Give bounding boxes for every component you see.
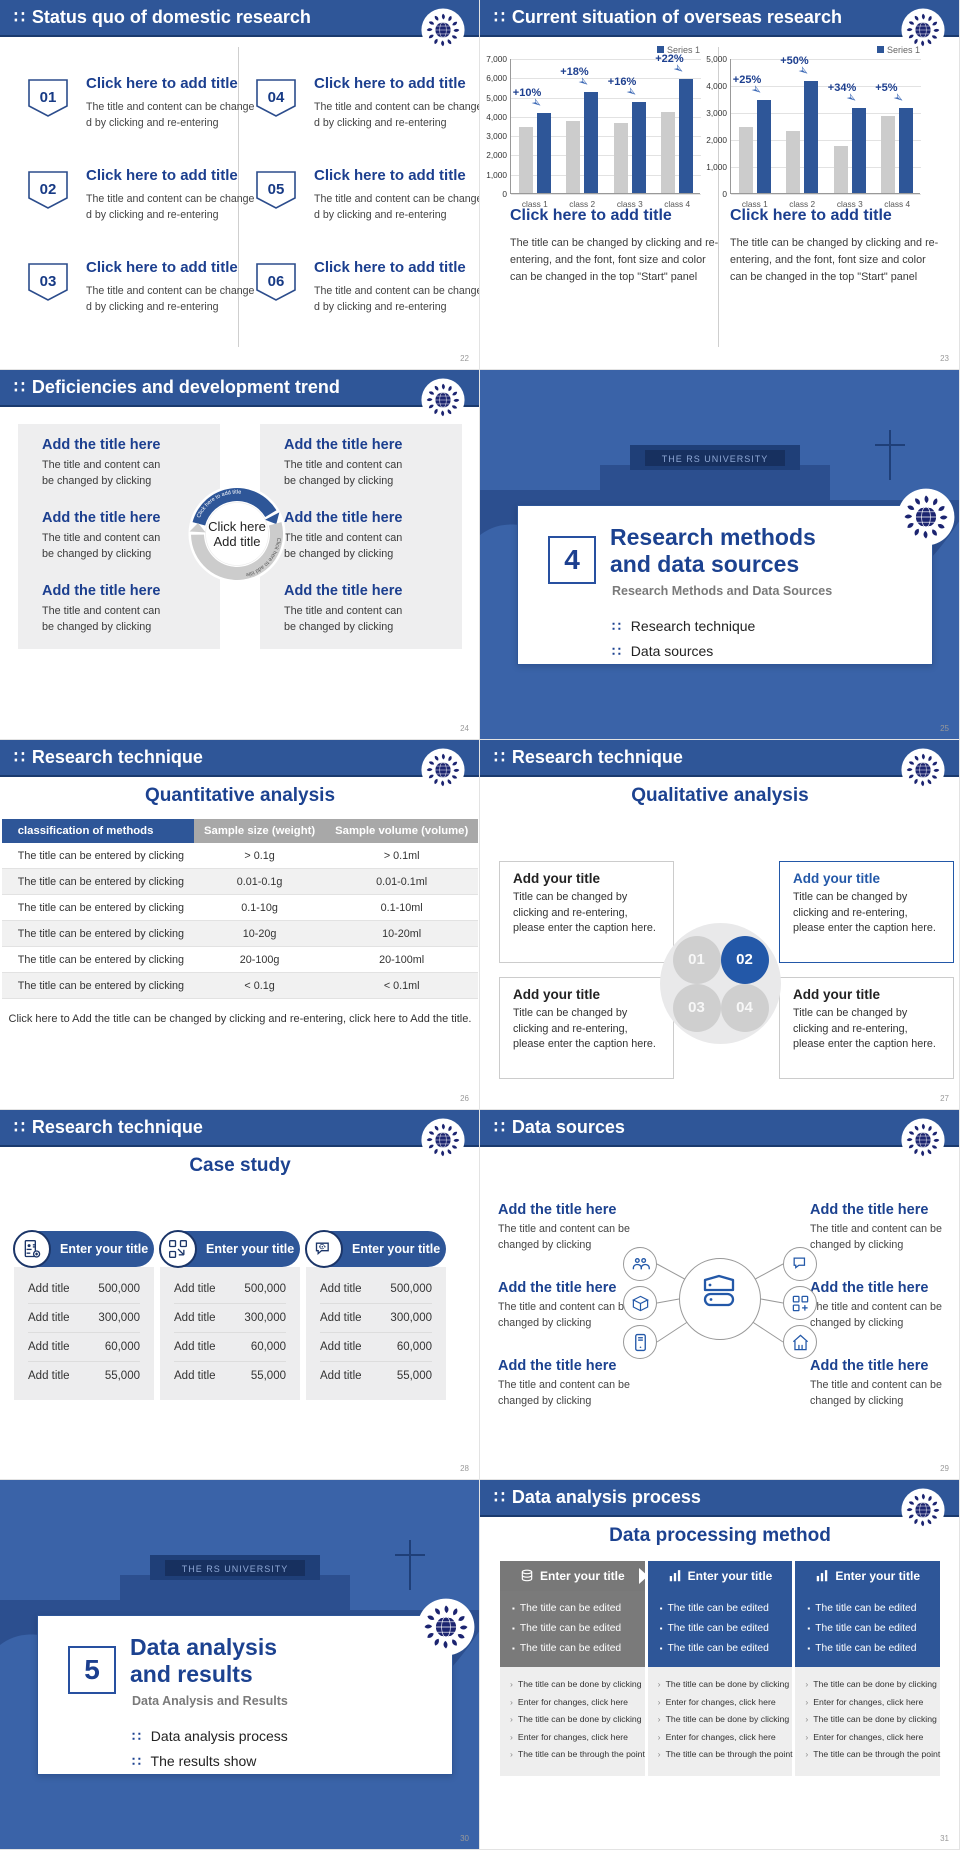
svg-text:05: 05 <box>268 181 285 198</box>
svg-text:06: 06 <box>268 273 285 290</box>
svg-text:01: 01 <box>40 89 57 106</box>
svg-text:02: 02 <box>40 181 57 198</box>
svg-text:03: 03 <box>40 273 57 290</box>
svg-text:04: 04 <box>268 89 285 106</box>
